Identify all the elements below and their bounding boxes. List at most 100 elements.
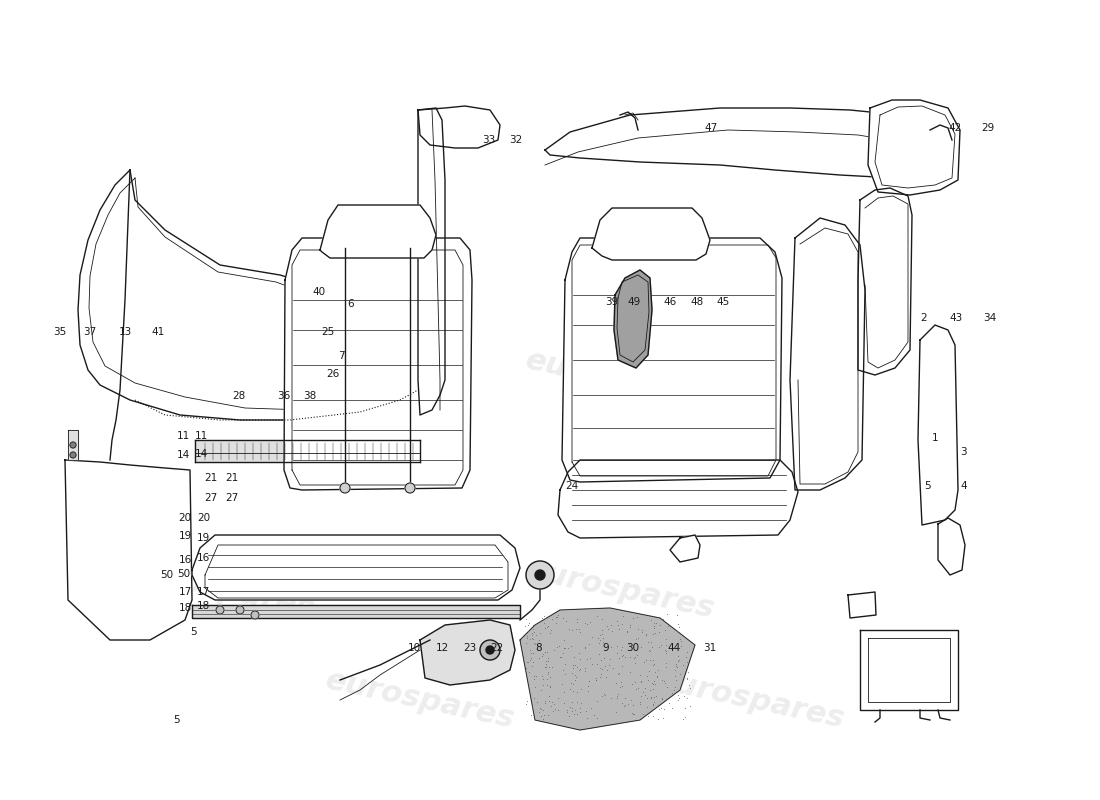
Text: 4: 4 (960, 481, 967, 490)
Polygon shape (418, 106, 500, 148)
Text: 12: 12 (436, 643, 449, 653)
Text: 20: 20 (197, 514, 210, 523)
Polygon shape (68, 430, 78, 460)
Polygon shape (418, 108, 446, 415)
Text: 41: 41 (152, 327, 165, 337)
Text: 3: 3 (960, 447, 967, 457)
Text: 18: 18 (178, 603, 191, 613)
Text: 31: 31 (703, 643, 716, 653)
Text: 2: 2 (921, 314, 927, 323)
Polygon shape (790, 218, 865, 490)
Text: eurospares: eurospares (322, 666, 517, 734)
Polygon shape (918, 325, 958, 525)
Text: 45: 45 (716, 298, 729, 307)
Text: 42: 42 (948, 123, 961, 133)
Polygon shape (544, 108, 950, 178)
Text: 13: 13 (119, 327, 132, 337)
Text: 33: 33 (482, 135, 495, 145)
Text: 8: 8 (536, 643, 542, 653)
Polygon shape (420, 620, 515, 685)
Polygon shape (938, 518, 965, 575)
Text: 17: 17 (197, 587, 210, 597)
Text: 43: 43 (949, 314, 962, 323)
Circle shape (251, 611, 258, 619)
Text: 48: 48 (691, 298, 704, 307)
Text: 9: 9 (603, 643, 609, 653)
Polygon shape (562, 238, 782, 482)
Text: 40: 40 (312, 287, 326, 297)
Text: 30: 30 (626, 643, 639, 653)
Text: 21: 21 (226, 474, 239, 483)
Text: 46: 46 (663, 298, 676, 307)
Text: 21: 21 (205, 473, 218, 483)
Polygon shape (192, 535, 520, 600)
Text: 50: 50 (177, 570, 190, 579)
Polygon shape (592, 208, 710, 260)
Circle shape (480, 640, 501, 660)
Text: 20: 20 (178, 513, 191, 523)
Text: 16: 16 (178, 555, 191, 565)
Polygon shape (868, 100, 960, 195)
Text: 14: 14 (176, 450, 189, 460)
Text: 38: 38 (304, 391, 317, 401)
Text: 32: 32 (509, 135, 522, 145)
Text: 24: 24 (565, 482, 579, 491)
Polygon shape (558, 460, 798, 538)
Text: 10: 10 (408, 643, 421, 653)
Text: eurospares: eurospares (522, 556, 717, 624)
Polygon shape (192, 605, 520, 618)
Text: 35: 35 (53, 327, 66, 337)
Polygon shape (670, 535, 700, 562)
Text: 5: 5 (173, 715, 179, 725)
Text: 50: 50 (161, 570, 174, 580)
Polygon shape (320, 205, 436, 258)
Text: 1: 1 (932, 434, 938, 443)
Text: 28: 28 (232, 391, 245, 401)
Text: 14: 14 (195, 450, 208, 459)
Text: 22: 22 (491, 643, 504, 653)
Text: 34: 34 (983, 314, 997, 323)
Text: 7: 7 (338, 351, 344, 361)
Text: 19: 19 (197, 533, 210, 542)
Text: eurospares: eurospares (123, 556, 317, 624)
Circle shape (405, 483, 415, 493)
Polygon shape (848, 592, 876, 618)
Polygon shape (860, 630, 958, 710)
Text: 6: 6 (348, 299, 354, 309)
Circle shape (340, 483, 350, 493)
Text: 44: 44 (668, 643, 681, 653)
Text: 27: 27 (205, 493, 218, 503)
Circle shape (526, 561, 554, 589)
Text: eurospares: eurospares (652, 666, 847, 734)
Circle shape (216, 606, 224, 614)
Polygon shape (858, 188, 912, 375)
Polygon shape (284, 238, 472, 490)
Polygon shape (65, 460, 192, 640)
Circle shape (70, 442, 76, 448)
Text: 29: 29 (981, 123, 994, 133)
Text: 11: 11 (176, 431, 189, 441)
Text: 39: 39 (605, 298, 618, 307)
Text: 5: 5 (924, 481, 931, 490)
Text: 47: 47 (704, 123, 717, 133)
Text: 18: 18 (197, 602, 210, 611)
Text: 25: 25 (321, 327, 334, 337)
Circle shape (486, 646, 494, 654)
Circle shape (70, 452, 76, 458)
Text: 23: 23 (463, 643, 476, 653)
Text: 36: 36 (277, 391, 290, 401)
Text: 11: 11 (195, 431, 208, 441)
Polygon shape (520, 608, 695, 730)
Circle shape (535, 570, 544, 580)
Circle shape (236, 606, 244, 614)
Text: 19: 19 (178, 531, 191, 541)
Text: 27: 27 (226, 494, 239, 503)
Text: 26: 26 (327, 370, 340, 379)
Text: 49: 49 (627, 298, 640, 307)
Polygon shape (78, 170, 430, 420)
Text: 17: 17 (178, 587, 191, 597)
Text: 5: 5 (190, 627, 197, 637)
Text: 37: 37 (84, 327, 97, 337)
Text: 16: 16 (197, 553, 210, 562)
Text: eurospares: eurospares (522, 346, 717, 414)
